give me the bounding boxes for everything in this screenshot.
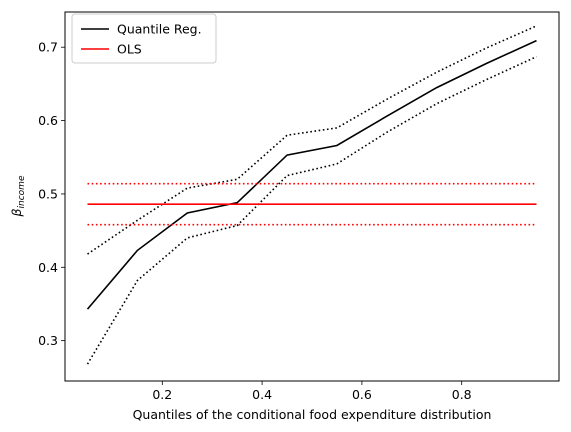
y-tick-label: 0.3	[38, 333, 58, 348]
y-tick-label: 0.7	[38, 40, 58, 55]
series-line-quantile-reg	[86, 39, 537, 310]
series-line-quantile-reg-upper-bound	[87, 25, 537, 255]
plot-frame	[64, 11, 560, 382]
x-axis: 0.2 0.4 0.6 0.8	[152, 381, 472, 402]
legend-label-ols: OLS	[117, 42, 142, 57]
x-tick-label: 0.8	[452, 387, 472, 402]
legend-box	[71, 13, 217, 64]
legend: Quantile Reg. OLS	[71, 13, 217, 64]
y-tick-label: 0.6	[38, 113, 58, 128]
y-axis-label-base: β	[9, 208, 24, 217]
series-layer	[86, 25, 537, 365]
y-tick-label: 0.5	[38, 186, 58, 201]
y-axis: 0.3 0.4 0.5 0.6 0.7	[38, 40, 65, 348]
x-tick-label: 0.2	[152, 387, 172, 402]
y-axis-label-sub: income	[17, 175, 27, 208]
plot-area	[64, 11, 560, 382]
x-tick-label: 0.6	[352, 387, 372, 402]
x-tick-label: 0.4	[252, 387, 272, 402]
y-axis-label: βincome	[9, 175, 27, 217]
y-tick-label: 0.4	[38, 260, 58, 275]
legend-label-quantile-reg: Quantile Reg.	[117, 22, 202, 37]
x-axis-label: Quantiles of the conditional food expend…	[133, 407, 492, 422]
